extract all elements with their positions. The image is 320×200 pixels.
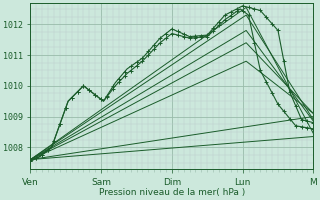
X-axis label: Pression niveau de la mer( hPa ): Pression niveau de la mer( hPa ) bbox=[99, 188, 245, 197]
